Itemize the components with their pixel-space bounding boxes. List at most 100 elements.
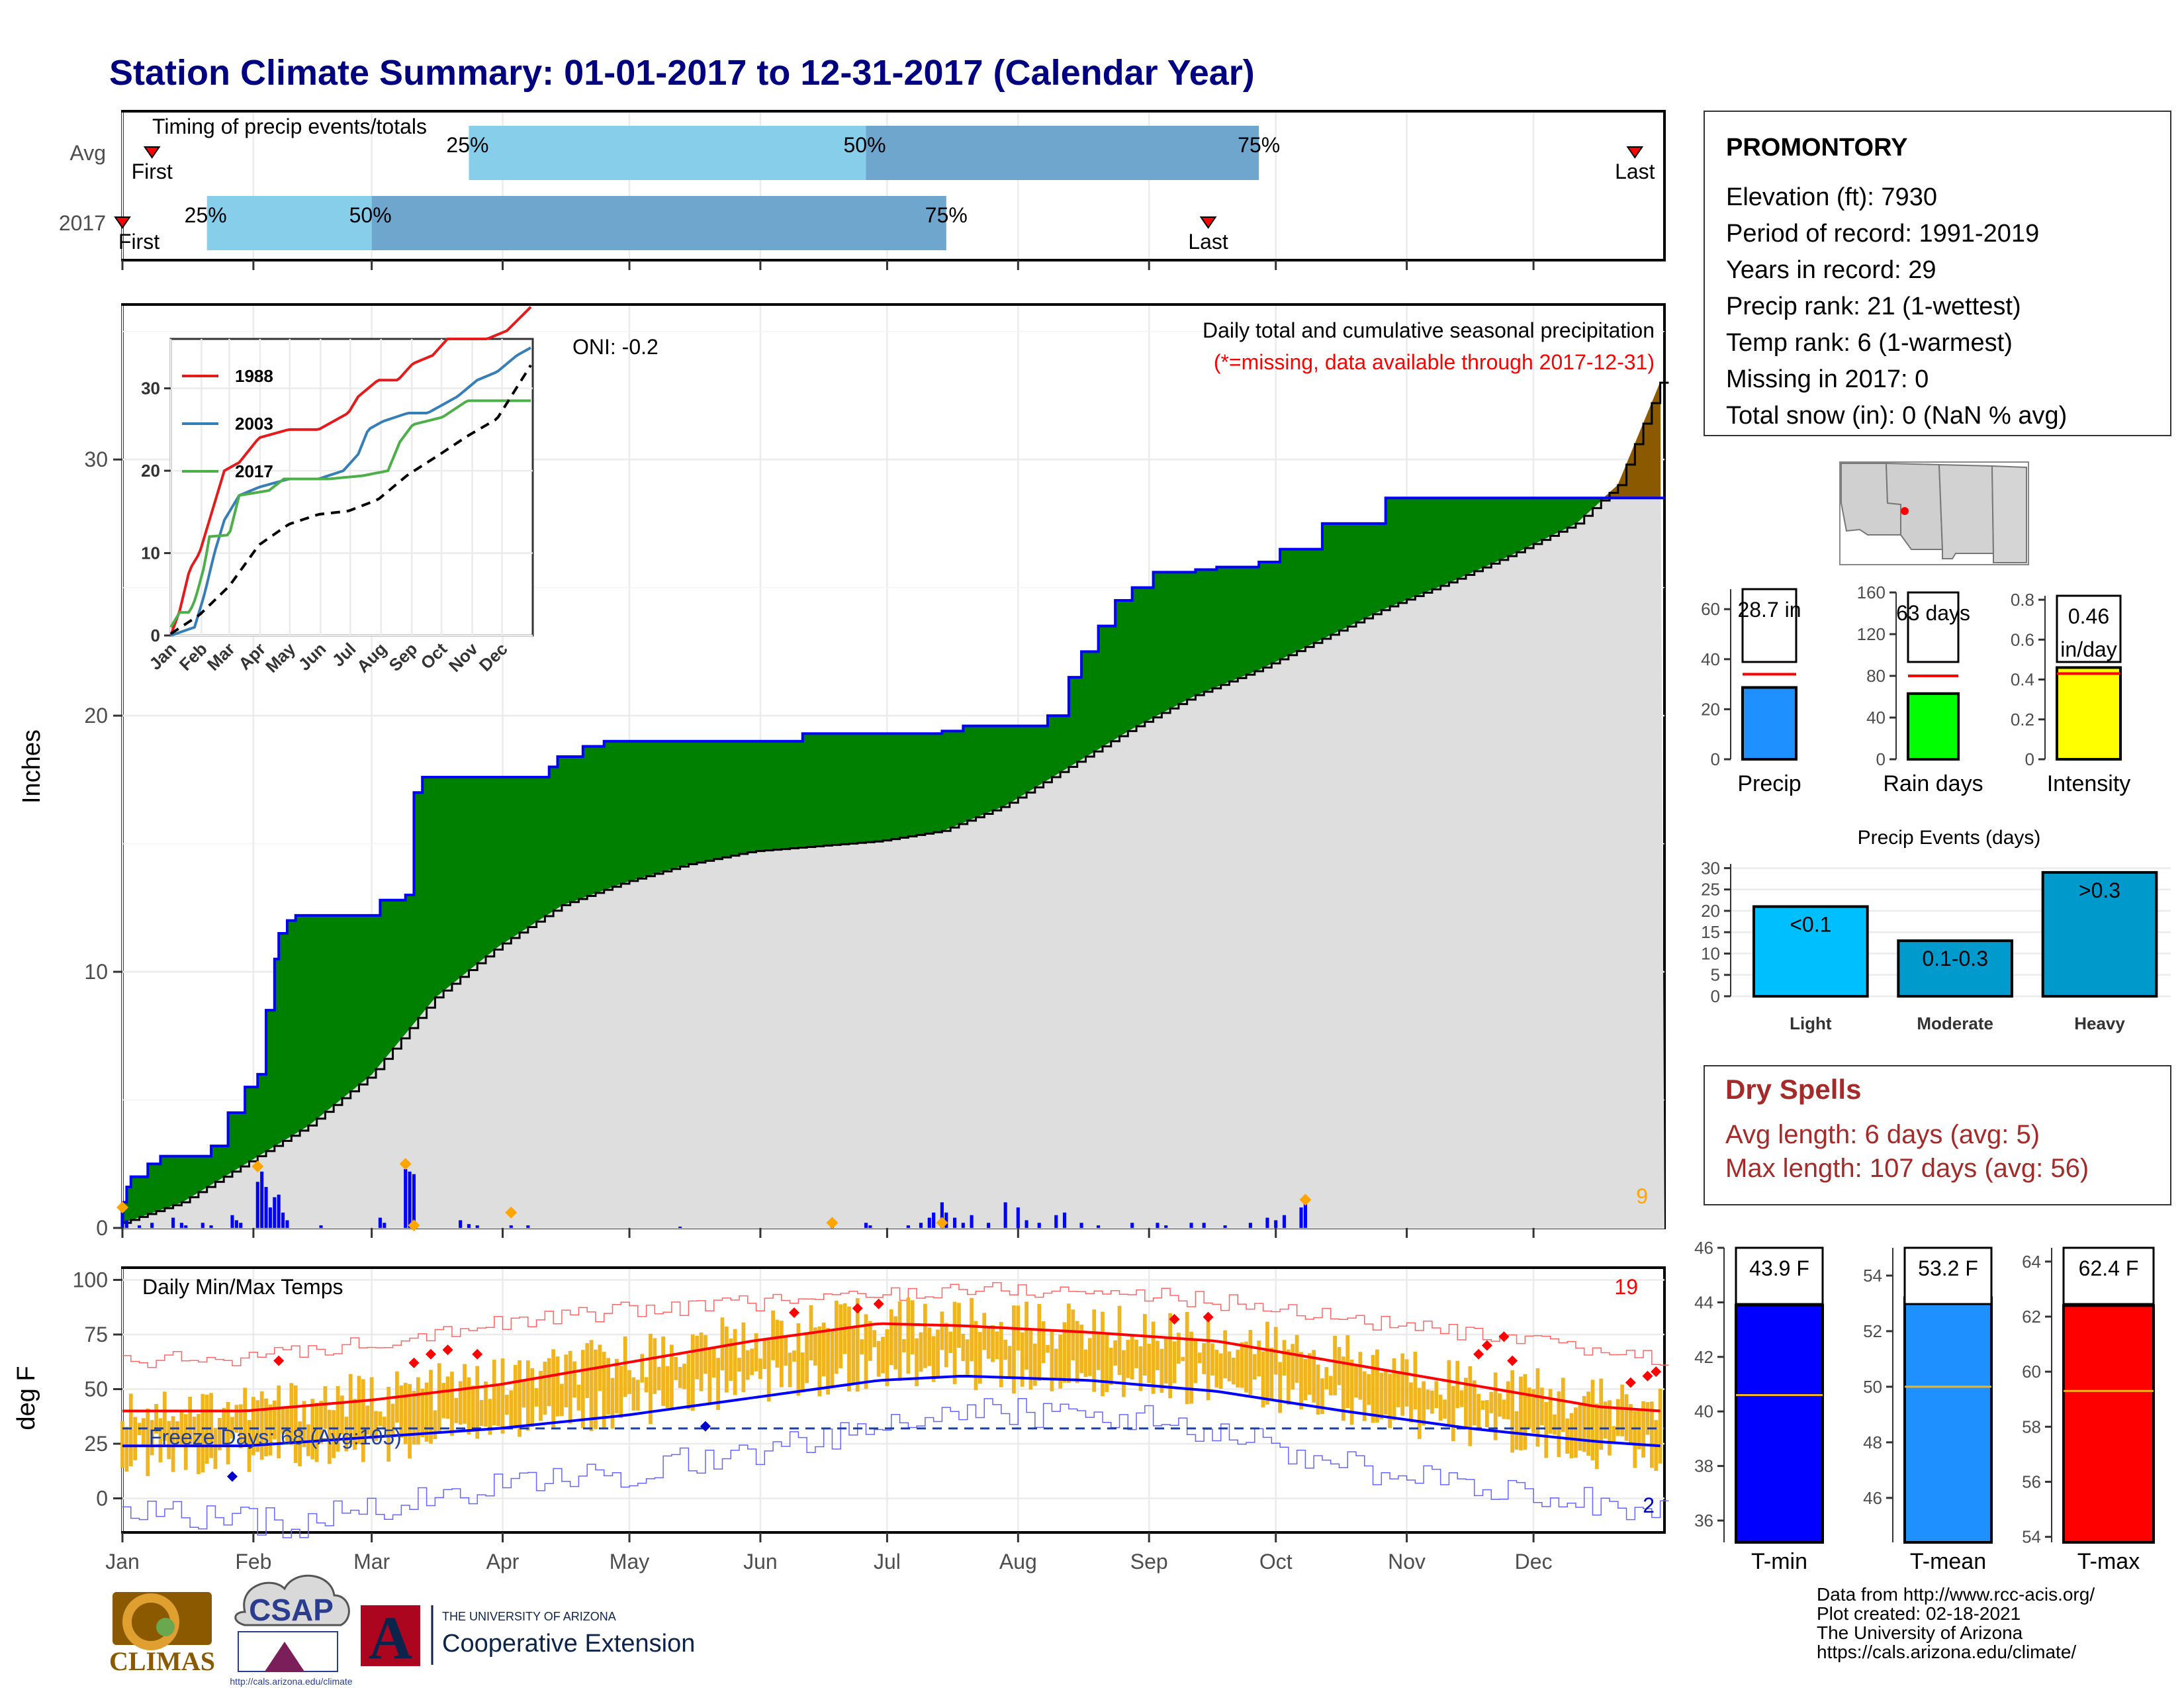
- record-high-marker: [273, 1355, 285, 1366]
- totals-intensity-ytick-label: 0.6: [2011, 630, 2034, 649]
- daily-temp-bar: [1633, 1411, 1637, 1468]
- daily-precip-bar: [1097, 1225, 1101, 1228]
- temp-summary-t-min-ytick-label: 36: [1694, 1511, 1713, 1530]
- dry-spells-box: Dry Spells Avg length: 6 days (avg: 5) M…: [1704, 1065, 2171, 1205]
- daily-temp-bar: [1658, 1388, 1662, 1464]
- daily-temp-bar: [150, 1420, 154, 1456]
- daily-temp-bar: [695, 1335, 700, 1380]
- daily-temp-bar: [754, 1333, 758, 1372]
- daily-temp-bar: [1615, 1399, 1620, 1436]
- daily-temp-bar: [1464, 1378, 1468, 1429]
- daily-temp-bar: [365, 1405, 370, 1435]
- daily-temp-bar: [868, 1321, 872, 1361]
- daily-temp-bar: [518, 1360, 522, 1437]
- temp-summary-t-mean-ytick-label: 52: [1863, 1321, 1882, 1341]
- events-bar-heavy: [2041, 870, 2158, 998]
- daily-temp-bar: [851, 1329, 856, 1385]
- daily-temp-bar: [463, 1364, 467, 1424]
- daily-temp-bar: [1185, 1311, 1189, 1405]
- daily-temp-bar: [192, 1417, 197, 1446]
- daily-temp-bar: [1540, 1387, 1544, 1426]
- inset-legend-label-1988: 1988: [235, 366, 273, 386]
- events-category-light: Light: [1790, 1013, 1832, 1033]
- daily-temp-bar: [978, 1332, 982, 1384]
- daily-temp-bar: [1197, 1352, 1202, 1364]
- temp-summary-t-max-ytick-label: 58: [2022, 1417, 2041, 1436]
- timing-bar-25-50-row0: [469, 126, 866, 180]
- record-high-marker: [472, 1348, 483, 1360]
- daily-precip-bar: [987, 1223, 991, 1228]
- daily-temp-bar: [1160, 1348, 1164, 1393]
- daily-precip-bar: [124, 1220, 128, 1228]
- daily-temp-bar: [897, 1301, 902, 1382]
- daily-precip-bar: [255, 1182, 259, 1228]
- record-high-marker: [1473, 1348, 1484, 1360]
- dry-spells-frame: [1704, 1065, 2171, 1205]
- daily-precip-bar: [273, 1197, 277, 1228]
- temp-summary-panels: 36 38 40 42 44 46 43.9 F T-min 46 48 50 52 54 53.2 F T…: [1694, 1238, 2155, 1574]
- timing-row-label-avg: Avg: [69, 141, 106, 165]
- events-ytick-label: 30: [1701, 858, 1720, 878]
- daily-temp-bar: [146, 1408, 150, 1476]
- daily-temp-bar: [1126, 1339, 1130, 1378]
- precip-ytick-label: 30: [84, 447, 108, 471]
- totals-precip-value-box: [1741, 588, 1797, 663]
- daily-temp-bar: [669, 1344, 674, 1408]
- temp-summary-t-mean-value-label: 53.2 F: [1918, 1256, 1978, 1280]
- daily-precip-bar: [1282, 1215, 1287, 1228]
- daily-temp-bar: [492, 1360, 496, 1426]
- daily-precip-bar: [970, 1215, 974, 1228]
- daily-temp-bar: [699, 1332, 704, 1391]
- inset-series-line-average: [169, 364, 532, 635]
- month-label-may: May: [610, 1550, 649, 1573]
- daily-temp-bar: [124, 1427, 129, 1472]
- daily-precip-bar: [932, 1212, 936, 1228]
- daily-temp-bar: [817, 1326, 822, 1397]
- precip-caption: Daily total and cumulative seasonal prec…: [1203, 318, 1655, 342]
- daily-temp-bar: [357, 1376, 361, 1444]
- inset-legend-label-2017: 2017: [235, 461, 273, 481]
- daily-temp-bar: [1177, 1333, 1181, 1364]
- daily-precip-bar: [459, 1220, 463, 1228]
- daily-temp-bar: [704, 1335, 707, 1374]
- daily-temp-bar: [1472, 1380, 1477, 1426]
- daily-temp-bar: [970, 1297, 974, 1362]
- station-line-snow: Total snow (in): 0 (NaN % avg): [1726, 402, 2067, 430]
- daily-temp-bar: [1232, 1357, 1236, 1385]
- daily-temp-bar: [1514, 1411, 1519, 1450]
- temp-summary-t-min-bar: [1735, 1303, 1824, 1544]
- csap-url: http://cals.arizona.edu/climate: [230, 1676, 352, 1687]
- daily-temp-bar: [1286, 1349, 1291, 1405]
- totals-intensity-ytick-label: 0.2: [2011, 710, 2034, 729]
- daily-temp-bar: [729, 1338, 733, 1382]
- daily-temp-bar: [1548, 1389, 1553, 1434]
- station-line-elevation: Elevation (ft): 7930: [1726, 183, 1937, 211]
- daily-temp-bar: [1485, 1399, 1489, 1427]
- ua-small-text: THE UNIVERSITY OF ARIZONA: [442, 1610, 616, 1623]
- daily-temp-bar: [1083, 1349, 1088, 1378]
- daily-temp-bar: [784, 1335, 788, 1366]
- daily-precip-bar: [906, 1225, 910, 1228]
- timing-pct-label-row0-0: 25%: [446, 133, 488, 157]
- daily-temp-bar: [234, 1405, 239, 1433]
- daily-precip-bar: [120, 1207, 124, 1228]
- footer-line-url: https://cals.arizona.edu/climate/: [1817, 1642, 2076, 1662]
- daily-temp-bar: [619, 1366, 623, 1419]
- daily-precip-bar: [1189, 1223, 1193, 1228]
- daily-temp-bar: [1345, 1335, 1350, 1408]
- daily-temp-bar: [1544, 1402, 1549, 1458]
- daily-temp-bar: [1261, 1351, 1265, 1408]
- daily-temp-bar: [995, 1331, 999, 1360]
- station-box-frame: [1704, 111, 2171, 436]
- daily-temp-bar: [1599, 1378, 1604, 1450]
- daily-temp-bar: [737, 1358, 741, 1372]
- timing-marker-first-row0: [143, 146, 161, 159]
- daily-temp-bar: [1328, 1376, 1333, 1395]
- daily-temp-bar: [1117, 1305, 1122, 1376]
- daily-temp-bar: [594, 1349, 598, 1429]
- inset-ytick-label: 30: [141, 379, 160, 399]
- daily-temp-bar: [915, 1338, 919, 1386]
- daily-temp-bar: [936, 1329, 940, 1376]
- daily-precip-bar: [230, 1215, 234, 1228]
- totals-precip-ytick-label: 20: [1701, 699, 1720, 719]
